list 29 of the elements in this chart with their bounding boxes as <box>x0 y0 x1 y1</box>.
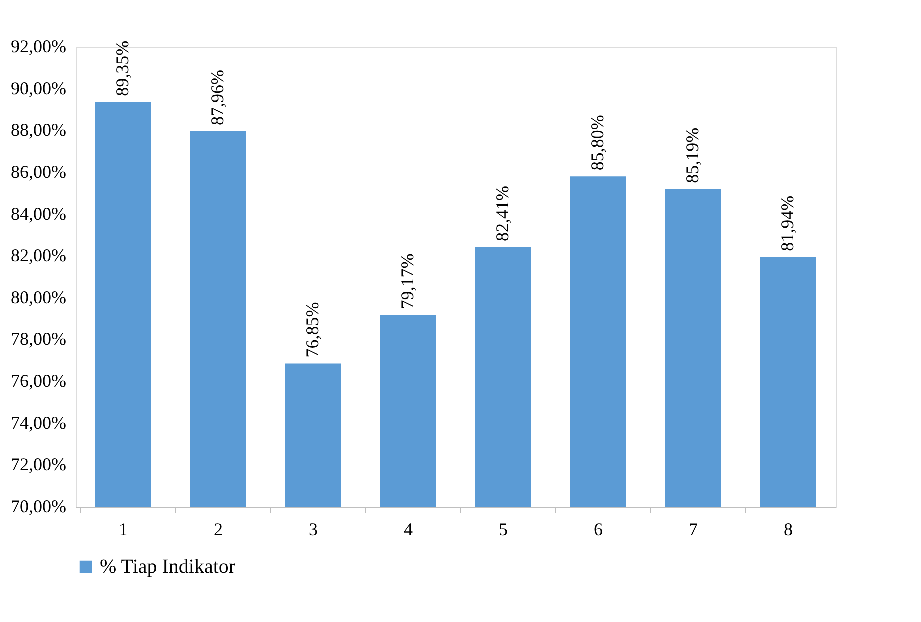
x-tick-label: 2 <box>214 520 223 540</box>
x-tick-label: 6 <box>594 520 603 540</box>
y-tick-label: 90,00% <box>11 78 66 98</box>
x-tick-label: 4 <box>404 520 413 540</box>
y-tick-label: 80,00% <box>11 287 66 308</box>
x-tick-label: 7 <box>689 520 698 540</box>
data-label: 89,35% <box>112 40 132 96</box>
y-tick-label: 76,00% <box>11 371 66 392</box>
y-tick-label: 78,00% <box>11 329 66 350</box>
y-tick-label: 74,00% <box>11 412 66 433</box>
y-tick-label: 88,00% <box>11 120 66 140</box>
data-label: 82,41% <box>492 186 512 242</box>
y-tick-label: 72,00% <box>11 454 66 475</box>
y-tick-label: 84,00% <box>11 204 66 224</box>
legend-label: % Tiap Indikator <box>100 556 236 578</box>
data-label: 85,19% <box>682 128 702 184</box>
data-label: 85,80% <box>588 115 608 171</box>
y-tick-label: 92,00% <box>11 36 66 56</box>
y-tick-label: 70,00% <box>11 496 66 516</box>
x-tick-label: 1 <box>119 520 128 540</box>
data-label: 81,94% <box>778 196 798 252</box>
y-tick-label: 82,00% <box>11 246 66 266</box>
data-label: 76,85% <box>302 302 322 358</box>
data-label: 87,96% <box>208 70 228 126</box>
y-tick-label: 86,00% <box>11 162 66 182</box>
x-tick-label: 8 <box>784 520 793 540</box>
x-tick-label: 5 <box>499 520 508 540</box>
x-tick-label: 3 <box>309 520 318 540</box>
data-label: 79,17% <box>398 254 418 310</box>
